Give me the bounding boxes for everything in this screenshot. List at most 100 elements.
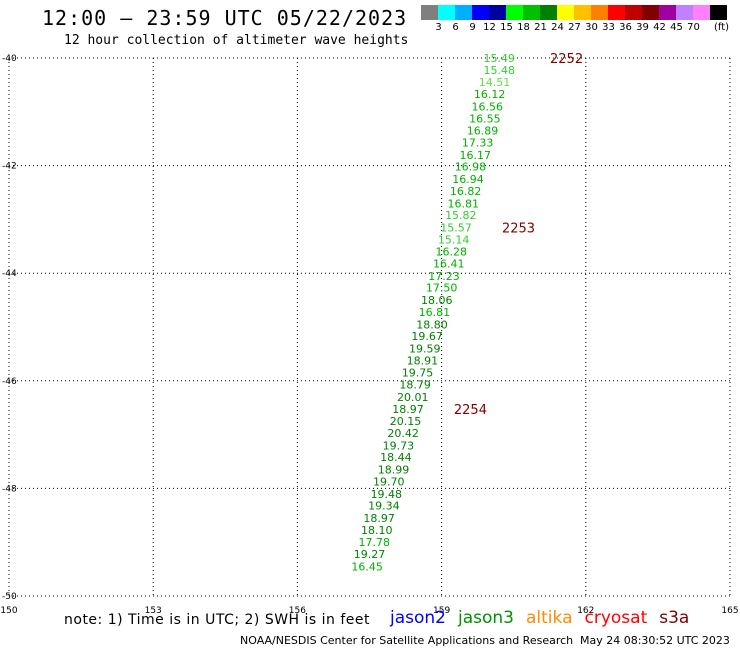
legend-label: 24	[551, 22, 564, 33]
wave-height-point: 19.67	[411, 330, 443, 343]
wave-height-point: 20.42	[387, 427, 419, 440]
legend-swatch	[574, 5, 591, 20]
x-tick-label: 159	[433, 606, 450, 616]
wave-height-point: 17.50	[426, 282, 458, 295]
generated-timestamp: May 24 08:30:52 UTC 2023	[580, 634, 730, 647]
wave-height-point: 15.48	[484, 64, 516, 77]
wave-height-point: 16.82	[450, 185, 482, 198]
chart-subtitle: 12 hour collection of altimeter wave hei…	[64, 33, 409, 48]
legend-swatch	[591, 5, 608, 20]
wave-height-point: 18.44	[380, 451, 412, 464]
legend-label: 30	[585, 22, 598, 33]
wave-height-point: 19.27	[354, 548, 386, 561]
y-tick-label: -46	[2, 377, 17, 387]
x-tick-label: 162	[577, 606, 594, 616]
satellite-label-altika: altika	[526, 608, 573, 628]
legend-label: 45	[670, 22, 683, 33]
wave-height-point: 18.99	[378, 464, 410, 477]
wave-height-point: 20.15	[390, 415, 422, 428]
wave-height-point: 16.41	[433, 258, 465, 271]
legend-label: 6	[452, 22, 459, 33]
footer-note: note: 1) Time is in UTC; 2) SWH is in fe…	[64, 612, 371, 628]
wave-height-point: 18.06	[421, 294, 453, 307]
wave-height-point: 16.81	[419, 306, 451, 319]
legend-swatch	[676, 5, 693, 20]
wave-height-point: 16.89	[467, 125, 499, 138]
wave-height-point: 19.73	[383, 439, 415, 452]
y-tick-label: -44	[2, 269, 17, 279]
wave-height-point: 19.59	[409, 343, 441, 356]
x-tick-label: 156	[289, 606, 306, 616]
x-tick-label: 150	[0, 606, 17, 616]
legend-swatch	[455, 5, 472, 20]
wave-height-point: 18.91	[407, 354, 439, 367]
wave-height-point: 16.17	[459, 149, 491, 162]
pass-time-label: 2253	[502, 221, 535, 236]
pass-time-label: 2254	[454, 403, 487, 418]
wave-height-point: 17.78	[359, 536, 391, 549]
satellite-legend: jason2 jason3 altika cryosat s3a	[390, 608, 701, 628]
legend-label: 36	[619, 22, 632, 33]
legend-swatch	[421, 5, 438, 20]
wave-height-point: 17.23	[428, 270, 460, 283]
satellite-label-s3a: s3a	[659, 608, 690, 628]
chart-title: 12:00 – 23:59 UTC 05/22/2023	[42, 6, 408, 30]
x-tick-label: 153	[145, 606, 162, 616]
wave-height-point: 19.70	[373, 475, 405, 488]
wave-height-point: 16.56	[472, 100, 504, 113]
wave-height-point: 15.57	[440, 221, 472, 234]
wave-height-point: 19.48	[371, 488, 403, 501]
color-scale-legend: 3 6 9 12 15 18 21 24 27 30 33 36 39 42 45 70 (ft)	[421, 5, 729, 35]
legend-swatch	[608, 5, 625, 20]
wave-height-point: 15.82	[445, 209, 477, 222]
legend-swatch	[710, 5, 727, 20]
legend-swatch	[506, 5, 523, 20]
wave-height-point: 16.12	[474, 88, 506, 101]
legend-swatch	[659, 5, 676, 20]
y-tick-label: -50	[2, 592, 17, 602]
y-tick-label: -42	[2, 162, 17, 172]
pass-time-label: 2252	[550, 52, 583, 67]
legend-label: 3	[435, 22, 442, 33]
legend-swatch	[642, 5, 659, 20]
wave-height-point: 18.97	[392, 403, 424, 416]
wave-height-point: 16.98	[455, 161, 487, 174]
wave-height-point: 14.51	[479, 76, 511, 89]
legend-swatch	[693, 5, 710, 20]
satellite-label-jason3: jason3	[458, 608, 514, 628]
wave-height-point: 18.79	[399, 379, 431, 392]
legend-label: 9	[469, 22, 476, 33]
legend-swatch	[523, 5, 540, 20]
wave-height-point: 16.94	[452, 173, 484, 186]
legend-label: 33	[602, 22, 615, 33]
x-tick-label: 165	[721, 606, 738, 616]
legend-label: 21	[534, 22, 547, 33]
wave-height-point: 18.97	[363, 512, 395, 525]
legend-label: 39	[636, 22, 649, 33]
legend-swatch	[557, 5, 574, 20]
satellite-label-cryosat: cryosat	[584, 608, 648, 628]
y-tick-label: -48	[2, 484, 17, 494]
legend-label: 42	[653, 22, 666, 33]
legend-label: 18	[517, 22, 530, 33]
legend-label: 12	[483, 22, 496, 33]
legend-label: 15	[500, 22, 513, 33]
wave-height-point: 20.01	[397, 391, 429, 404]
credit-text: NOAA/NESDIS Center for Satellite Applica…	[240, 634, 574, 647]
legend-label: 27	[568, 22, 581, 33]
legend-unit: (ft)	[714, 22, 730, 33]
wave-height-point: 16.28	[435, 246, 467, 259]
satellite-label-jason2: jason2	[390, 608, 446, 628]
wave-height-point: 16.55	[469, 112, 501, 125]
legend-label: 70	[687, 22, 700, 33]
wave-height-point: 17.33	[462, 136, 494, 149]
wave-height-point: 18.80	[416, 318, 448, 331]
wave-height-point: 19.75	[402, 367, 434, 380]
wave-height-point: 15.49	[484, 52, 516, 65]
wave-height-point: 15.14	[438, 233, 470, 246]
legend-swatch	[625, 5, 642, 20]
legend-swatch	[540, 5, 557, 20]
wave-height-point: 18.10	[361, 524, 393, 537]
legend-swatch	[438, 5, 455, 20]
